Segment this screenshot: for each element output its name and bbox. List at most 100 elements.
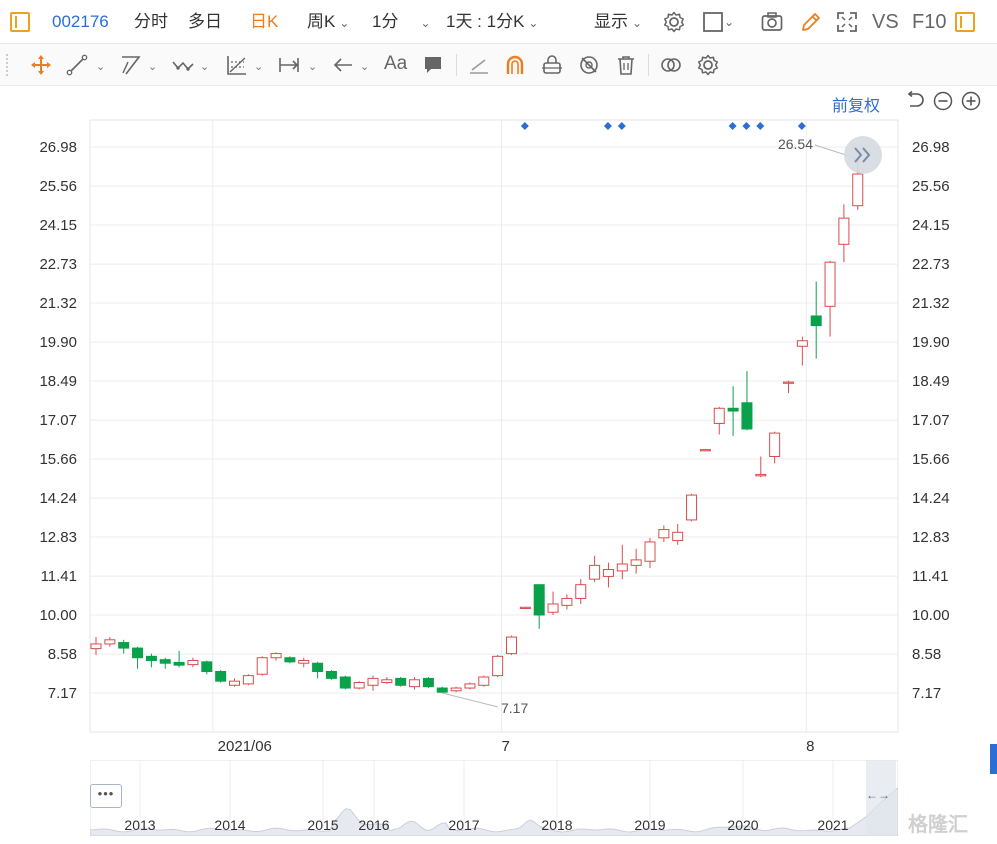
comment-icon[interactable]	[422, 54, 444, 76]
candle[interactable]	[810, 281, 822, 359]
candle[interactable]	[755, 456, 767, 478]
candle[interactable]	[353, 681, 365, 690]
side-panel-icon[interactable]	[955, 12, 975, 32]
navigator-scroll-arrows-icon[interactable]: ←→	[866, 788, 890, 802]
candle[interactable]	[422, 677, 434, 689]
candle[interactable]	[395, 677, 407, 687]
event-marker[interactable]	[728, 122, 737, 130]
camera-icon[interactable]	[761, 11, 783, 33]
chevron-down-icon[interactable]: ⌄	[360, 61, 370, 73]
chevron-down-icon[interactable]: ⌄	[200, 61, 210, 73]
candle[interactable]	[672, 524, 684, 545]
chevron-down-icon[interactable]: ⌄	[148, 61, 158, 73]
more-options-button[interactable]: •••	[90, 784, 122, 808]
candle[interactable]	[727, 386, 739, 436]
layout-square-icon[interactable]	[702, 11, 724, 33]
candle[interactable]	[215, 670, 227, 683]
candle[interactable]	[575, 579, 587, 604]
event-marker[interactable]	[756, 122, 765, 130]
candle[interactable]	[602, 562, 614, 588]
candle[interactable]	[824, 260, 836, 337]
candle[interactable]	[658, 525, 670, 542]
candle[interactable]	[519, 606, 531, 609]
channel-tool-icon[interactable]	[120, 54, 142, 76]
line-tool-icon[interactable]	[66, 54, 88, 76]
candle[interactable]	[616, 544, 628, 580]
f10-button[interactable]: F10	[912, 11, 947, 33]
tab-weekly-k[interactable]: 周K ⌄	[307, 10, 349, 34]
magnet-icon[interactable]	[504, 54, 526, 76]
candle[interactable]	[478, 675, 490, 687]
compare-icon[interactable]	[660, 54, 682, 76]
candle[interactable]	[796, 336, 808, 366]
fullscreen-icon[interactable]	[836, 11, 858, 33]
fibonacci-tool-icon[interactable]	[226, 54, 248, 76]
lock-drawings-icon[interactable]	[541, 54, 563, 76]
candle[interactable]	[325, 670, 337, 680]
candle[interactable]	[506, 635, 517, 655]
tab-daily-k[interactable]: 日K	[250, 12, 279, 31]
event-marker[interactable]	[520, 122, 529, 130]
candle[interactable]	[492, 654, 504, 678]
candle[interactable]	[90, 637, 102, 655]
candle[interactable]	[187, 657, 199, 668]
chevron-down-icon[interactable]: ⌄	[254, 61, 264, 73]
event-marker[interactable]	[617, 122, 626, 130]
candle[interactable]	[104, 637, 116, 647]
candle[interactable]	[118, 639, 130, 654]
arrow-tool-icon[interactable]	[332, 54, 354, 76]
candle[interactable]	[229, 678, 240, 687]
stock-code[interactable]: 002176	[52, 12, 109, 31]
wave-tool-icon[interactable]	[172, 54, 194, 76]
candle[interactable]	[838, 204, 850, 263]
candle[interactable]	[145, 653, 157, 668]
restore-right-button[interactable]: 前复权	[832, 98, 881, 115]
candle[interactable]	[381, 677, 393, 684]
candle[interactable]	[436, 686, 448, 693]
settings-gear-icon[interactable]	[663, 11, 685, 33]
candle[interactable]	[242, 674, 254, 686]
brush-icon[interactable]	[468, 54, 490, 76]
event-marker[interactable]	[603, 122, 612, 130]
range-navigator[interactable]: 2013 2014 2015 2016 2017 2018 2019 2020 2021	[90, 760, 898, 836]
navigator-window[interactable]	[866, 760, 896, 836]
candle[interactable]	[409, 677, 421, 690]
text-tool-button[interactable]: Aa	[384, 53, 408, 74]
candle[interactable]	[561, 594, 573, 610]
panel-toggle-icon[interactable]	[10, 12, 30, 32]
candle[interactable]	[686, 493, 698, 522]
minute-select[interactable]: 1分 ⌄	[372, 10, 431, 34]
candle[interactable]	[713, 406, 725, 435]
undo-icon[interactable]	[904, 90, 926, 112]
draw-settings-gear-icon[interactable]	[697, 54, 719, 76]
candle[interactable]	[533, 584, 545, 629]
chevron-down-icon[interactable]: ⌄	[96, 61, 106, 73]
chevron-down-icon[interactable]: ⌄	[308, 61, 318, 73]
candle[interactable]	[256, 656, 268, 676]
candle[interactable]	[450, 686, 462, 693]
candlestick-chart[interactable]: 26.98 26.98 25.56 25.56 24.15 24.15 22.73 22.73…	[0, 110, 997, 760]
candle[interactable]	[312, 661, 324, 679]
tab-multiday[interactable]: 多日	[188, 12, 222, 31]
candle[interactable]	[339, 675, 351, 690]
candle[interactable]	[783, 380, 794, 394]
candle[interactable]	[699, 449, 711, 452]
candle[interactable]	[464, 682, 476, 690]
candle[interactable]	[644, 537, 656, 569]
measure-tool-icon[interactable]	[278, 54, 300, 76]
candle[interactable]	[298, 657, 310, 668]
candle[interactable]	[769, 431, 781, 464]
zoom-out-icon[interactable]	[932, 90, 954, 112]
candle[interactable]	[201, 660, 213, 675]
chevron-down-icon[interactable]: ⌄	[724, 15, 735, 29]
scroll-right-button[interactable]	[844, 136, 882, 174]
candle[interactable]	[159, 657, 171, 669]
candle[interactable]	[741, 371, 753, 431]
candle[interactable]	[284, 656, 296, 664]
candle[interactable]	[367, 675, 379, 691]
event-marker[interactable]	[742, 122, 751, 130]
candle[interactable]	[589, 555, 601, 582]
vs-button[interactable]: VS	[872, 11, 899, 33]
candle[interactable]	[630, 548, 642, 574]
zoom-in-icon[interactable]	[960, 90, 982, 112]
